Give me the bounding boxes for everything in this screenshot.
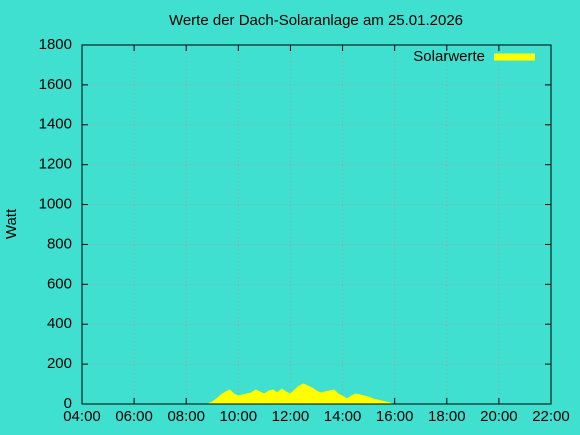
y-tick-label: 1800 xyxy=(39,36,72,53)
legend-label: Solarwerte xyxy=(413,48,485,65)
y-tick-label: 1000 xyxy=(39,196,72,213)
x-tick-label: 20:00 xyxy=(480,408,518,425)
y-tick-label: 0 xyxy=(64,395,72,412)
chart-title: Werte der Dach-Solaranlage am 25.01.2026 xyxy=(169,12,463,29)
y-axis-label: Watt xyxy=(3,208,20,239)
y-tick-label: 800 xyxy=(47,235,72,252)
area xyxy=(207,383,393,405)
x-tick-label: 12:00 xyxy=(272,408,310,425)
y-tick-label: 600 xyxy=(47,275,72,292)
x-tick-label: 06:00 xyxy=(115,408,153,425)
y-tick-label: 200 xyxy=(47,355,72,372)
x-tick-label: 14:00 xyxy=(324,408,362,425)
y-tick-label: 400 xyxy=(47,315,72,332)
x-tick-label: 04:00 xyxy=(63,408,101,425)
plot-border xyxy=(81,44,552,405)
y-tick-label: 1400 xyxy=(39,116,72,133)
x-tick-label: 16:00 xyxy=(376,408,414,425)
x-tick-label: 18:00 xyxy=(428,408,466,425)
x-tick-label: 22:00 xyxy=(532,408,570,425)
x-tick-label: 10:00 xyxy=(220,408,258,425)
y-tick-label: 1200 xyxy=(39,156,72,173)
x-tick-label: 08:00 xyxy=(167,408,205,425)
y-tick-label: 1600 xyxy=(39,76,72,93)
